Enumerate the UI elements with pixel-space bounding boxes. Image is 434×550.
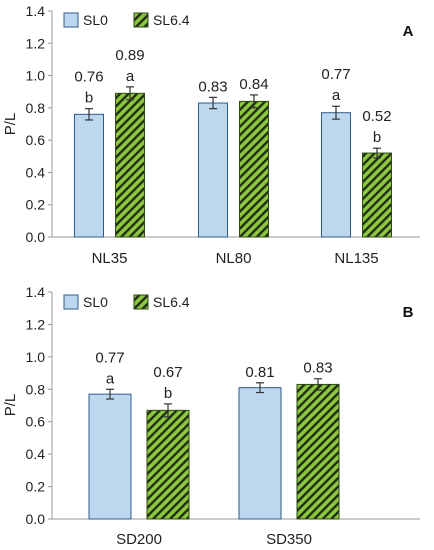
y-tick-label: 0.2	[26, 479, 46, 495]
legend-swatch-sl0	[63, 294, 79, 310]
value-label: 0.77	[321, 66, 350, 83]
chart-panel-a: 0.0 0.2 0.4 0.6 0.8 1.0 1.2 1.4 P/L A SL0 SL6.4 b 0.7…	[2, 3, 420, 267]
significance-letter: b	[85, 90, 93, 107]
panel-letter: A	[403, 23, 414, 40]
panel-letter: B	[403, 304, 414, 321]
x-category-label: NL35	[92, 250, 128, 267]
significance-letter: a	[126, 68, 135, 85]
legend-label-sl6-4: SL6.4	[153, 12, 190, 28]
bar-nl35-sl6-4	[115, 92, 145, 238]
significance-letter: b	[164, 385, 172, 402]
bar-nl80-sl6-4	[239, 100, 269, 238]
y-axis-label: P/L	[2, 113, 19, 136]
y-tick-label: 0.6	[26, 132, 46, 148]
y-tick-label: 1.0	[26, 349, 46, 365]
legend-swatch-sl6-4	[133, 12, 149, 28]
value-label: 0.84	[239, 76, 268, 93]
bar-nl135-sl6-4	[362, 152, 392, 238]
value-label: 0.76	[74, 69, 103, 86]
significance-letter: a	[106, 370, 115, 387]
value-label: 0.89	[115, 47, 144, 64]
chart-panel-b: 0.0 0.2 0.4 0.6 0.8 1.0 1.2 1.4 P/L B SL0 SL6.4 a 0.7…	[2, 284, 420, 548]
value-label: 0.77	[95, 349, 124, 366]
y-tick-label: 0.4	[26, 446, 46, 462]
x-category-label: SD350	[266, 531, 312, 548]
y-tick-label: 0.0	[26, 511, 46, 527]
significance-letter: b	[373, 129, 381, 146]
y-tick-label: 0.0	[26, 229, 46, 245]
bar-sd350-sl0	[238, 387, 282, 520]
y-tick-label: 0.8	[26, 381, 46, 397]
bar-nl35-sl0	[74, 113, 104, 238]
y-tick-label: 0.2	[26, 197, 46, 213]
significance-letter: a	[332, 87, 341, 104]
legend-label-sl0: SL0	[83, 12, 108, 28]
legend-swatch-sl0	[63, 12, 79, 28]
legend-swatch-sl6-4	[133, 294, 149, 310]
x-category-label: NL80	[216, 250, 252, 267]
bar-sd200-sl6-4	[146, 409, 190, 520]
y-tick-label: 0.6	[26, 414, 46, 430]
legend-label-sl6-4: SL6.4	[153, 294, 190, 310]
y-tick-label: 1.2	[26, 316, 46, 332]
value-label: 0.81	[245, 364, 274, 381]
value-label: 0.83	[198, 78, 227, 95]
value-label: 0.67	[153, 364, 182, 381]
value-label: 0.52	[362, 108, 391, 125]
x-category-label: SD200	[116, 531, 162, 548]
y-tick-label: 0.4	[26, 164, 46, 180]
value-label: 0.83	[303, 360, 332, 377]
bar-nl135-sl0	[321, 112, 351, 238]
y-axis-label: P/L	[2, 394, 19, 417]
y-tick-label: 1.2	[26, 35, 46, 51]
bar-sd200-sl0	[88, 393, 132, 520]
y-tick-label: 1.0	[26, 68, 46, 84]
y-tick-label: 0.8	[26, 100, 46, 116]
bar-nl80-sl0	[198, 102, 228, 238]
x-category-label: NL135	[334, 250, 378, 267]
legend-label-sl0: SL0	[83, 294, 108, 310]
y-tick-label: 1.4	[26, 284, 46, 300]
bar-sd350-sl6-4	[296, 383, 340, 520]
y-tick-label: 1.4	[26, 3, 46, 19]
